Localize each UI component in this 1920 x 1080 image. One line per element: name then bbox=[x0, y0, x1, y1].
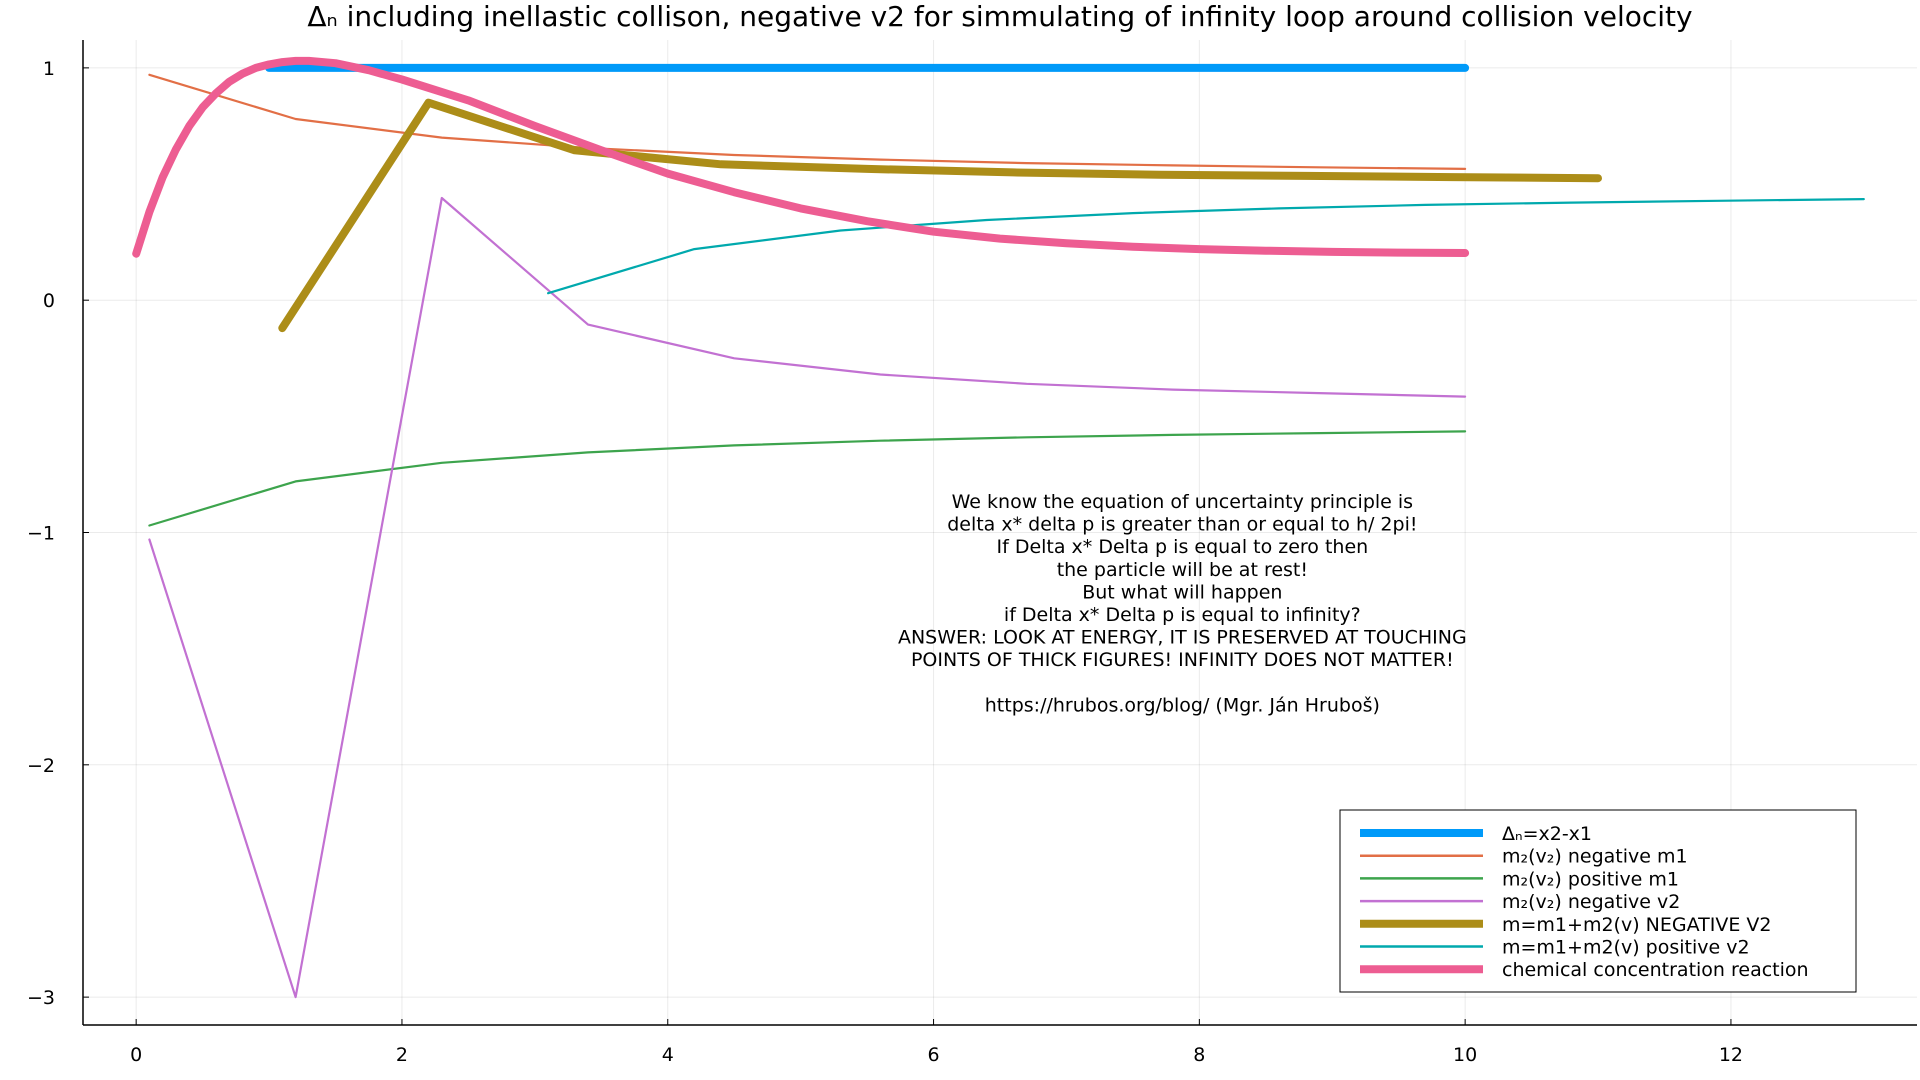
series-line-5 bbox=[278, 98, 1602, 333]
annotation-text: We know the equation of uncertainty prin… bbox=[898, 491, 1467, 716]
series-line-6 bbox=[546, 198, 1865, 295]
x-tick-label: 12 bbox=[1719, 1044, 1743, 1066]
annotation-line: if Delta x* Delta p is equal to infinity… bbox=[1004, 604, 1361, 626]
x-tick-label: 4 bbox=[662, 1044, 674, 1066]
y-tick-label: −1 bbox=[27, 523, 55, 545]
annotation-line: We know the equation of uncertainty prin… bbox=[952, 491, 1413, 513]
x-tick-label: 8 bbox=[1193, 1044, 1205, 1066]
x-tick-label: 0 bbox=[130, 1044, 142, 1066]
legend-label-4: m₂(v₂) negative v2 bbox=[1502, 891, 1680, 913]
y-tick-label: −2 bbox=[27, 755, 55, 777]
annotation-line: POINTS OF THICK FIGURES! INFINITY DOES N… bbox=[911, 649, 1454, 671]
annotation-line: delta x* delta p is greater than or equa… bbox=[947, 514, 1417, 536]
chart-title: Δₙ including inellastic collison, negati… bbox=[307, 0, 1692, 33]
legend-label-1: Δₙ=x2-x1 bbox=[1502, 823, 1592, 845]
series-line-2 bbox=[148, 73, 1467, 170]
legend-label-7: chemical concentration reaction bbox=[1502, 959, 1809, 981]
series-line-4 bbox=[148, 196, 1467, 999]
x-tick-label: 2 bbox=[396, 1044, 408, 1066]
legend-label-5: m=m1+m2(v) NEGATIVE V2 bbox=[1502, 914, 1771, 936]
y-tick-label: 0 bbox=[43, 290, 55, 312]
annotation-line: https://hrubos.org/blog/ (Mgr. Ján Hrubo… bbox=[985, 694, 1380, 716]
y-tick-label: −3 bbox=[27, 987, 55, 1009]
series-line-3 bbox=[148, 430, 1467, 527]
annotation-line: If Delta x* Delta p is equal to zero the… bbox=[996, 536, 1368, 558]
legend-label-3: m₂(v₂) positive m1 bbox=[1502, 868, 1679, 890]
x-tick-label: 6 bbox=[928, 1044, 940, 1066]
legend-label-6: m=m1+m2(v) positive v2 bbox=[1502, 937, 1750, 959]
annotation-line: ANSWER: LOOK AT ENERGY, IT IS PRESERVED … bbox=[898, 627, 1467, 649]
series-line-7 bbox=[132, 56, 1470, 258]
x-tick-label: 10 bbox=[1453, 1044, 1477, 1066]
legend-label-2: m₂(v₂) negative m1 bbox=[1502, 846, 1688, 868]
annotation-line: But what will happen bbox=[1082, 581, 1282, 603]
series bbox=[132, 56, 1865, 999]
y-tick-label: 1 bbox=[43, 58, 55, 80]
annotation-line: the particle will be at rest! bbox=[1057, 559, 1308, 581]
